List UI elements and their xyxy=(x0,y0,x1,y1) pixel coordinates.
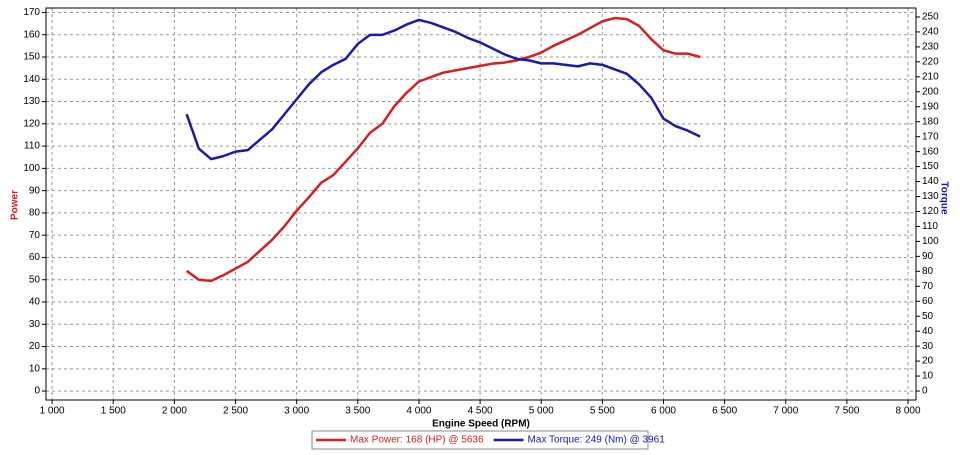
y2-tick-label: 30 xyxy=(922,341,934,352)
y-tick-label: 170 xyxy=(23,7,40,18)
y2-tick-label: 150 xyxy=(922,161,939,172)
x-tick-label: 1 000 xyxy=(40,406,65,417)
y-tick-label: 110 xyxy=(24,141,40,152)
x-tick-label: 1 500 xyxy=(101,406,126,417)
plot-area xyxy=(46,8,916,400)
x-tick-label: 2 500 xyxy=(223,406,248,417)
y2-tick-label: 130 xyxy=(922,191,939,202)
y2-tick-label: 170 xyxy=(922,131,939,142)
plot-frame xyxy=(45,7,917,401)
y2-tick-label: 0 xyxy=(922,386,928,397)
y-tick-label: 100 xyxy=(23,163,40,174)
x-tick-label: 3 000 xyxy=(284,406,309,417)
y2-tick-label: 40 xyxy=(922,326,934,337)
legend-label: Max Torque: 249 (Nm) @ 3961 xyxy=(528,435,666,446)
lines xyxy=(185,16,701,283)
y-tick-label: 40 xyxy=(29,297,41,308)
y-tick-label: 150 xyxy=(23,52,40,63)
y2-tick-label: 220 xyxy=(922,57,939,68)
y2-tick-label: 10 xyxy=(922,371,934,382)
series-line xyxy=(185,18,701,161)
y2-tick-label: 110 xyxy=(922,221,938,232)
y2-tick-label: 120 xyxy=(922,206,939,217)
y2-tick-label: 20 xyxy=(922,356,934,367)
y-tick-label: 10 xyxy=(29,363,41,374)
y-tick-label: 20 xyxy=(29,341,41,352)
x-tick-label: 3 500 xyxy=(345,406,370,417)
y-tick-label: 160 xyxy=(23,29,40,40)
x-tick-label: 5 000 xyxy=(529,406,554,417)
legend-box xyxy=(311,430,649,450)
y2-tick-label: 180 xyxy=(922,116,939,127)
x-tick-label: 4 500 xyxy=(468,406,493,417)
y2-tick-label: 70 xyxy=(922,281,934,292)
y2-tick-label: 80 xyxy=(922,266,934,277)
x-tick-label: 7 000 xyxy=(773,406,798,417)
y2-tick-label: 230 xyxy=(922,42,939,53)
y2-tick-label: 210 xyxy=(922,71,939,82)
y2-tick-label: 240 xyxy=(922,27,939,38)
y-tick-label: 60 xyxy=(29,252,41,263)
x-axis-title: Engine Speed (RPM) xyxy=(432,419,530,430)
x-tick-label: 4 000 xyxy=(406,406,431,417)
x-tick-label: 7 500 xyxy=(834,406,859,417)
y2-tick-label: 160 xyxy=(922,146,939,157)
series-line xyxy=(185,16,701,283)
y-tick-label: 50 xyxy=(29,274,41,285)
x-tick-label: 5 500 xyxy=(590,406,615,417)
y2-tick-label: 250 xyxy=(922,12,939,23)
labels: 1 000 1 500 2 000 2 500 3 000 3 500 4 000 4 500… xyxy=(23,7,939,417)
y2-tick-label: 200 xyxy=(922,86,939,97)
grid xyxy=(46,8,916,400)
x-tick-label: 2 000 xyxy=(162,406,187,417)
x-tick-label: 6 000 xyxy=(651,406,676,417)
y-tick-label: 140 xyxy=(23,74,40,85)
y-tick-label: 130 xyxy=(23,96,40,107)
y-tick-label: 80 xyxy=(29,208,41,219)
x-tick-label: 8 000 xyxy=(896,406,921,417)
y2-tick-label: 140 xyxy=(922,176,939,187)
y-axis-title: Power xyxy=(10,190,21,220)
x-tick-label: 6 500 xyxy=(712,406,737,417)
y2-tick-label: 100 xyxy=(922,236,939,247)
legend-label: Max Power: 168 (HP) @ 5636 xyxy=(350,435,484,446)
y-tick-label: 70 xyxy=(29,230,41,241)
y-tick-label: 30 xyxy=(29,319,41,330)
y2-tick-label: 50 xyxy=(922,311,934,322)
y2-tick-label: 60 xyxy=(922,296,934,307)
y2-tick-label: 190 xyxy=(922,101,939,112)
y2-tick-label: 90 xyxy=(922,251,934,262)
y-tick-label: 120 xyxy=(23,118,40,129)
y2-axis-title: Torque xyxy=(938,181,949,215)
y-tick-label: 90 xyxy=(29,185,41,196)
legend: Max Power: 168 (HP) @ 5636 Max Torque: 24… xyxy=(316,435,665,446)
y-tick-label: 0 xyxy=(34,386,40,397)
